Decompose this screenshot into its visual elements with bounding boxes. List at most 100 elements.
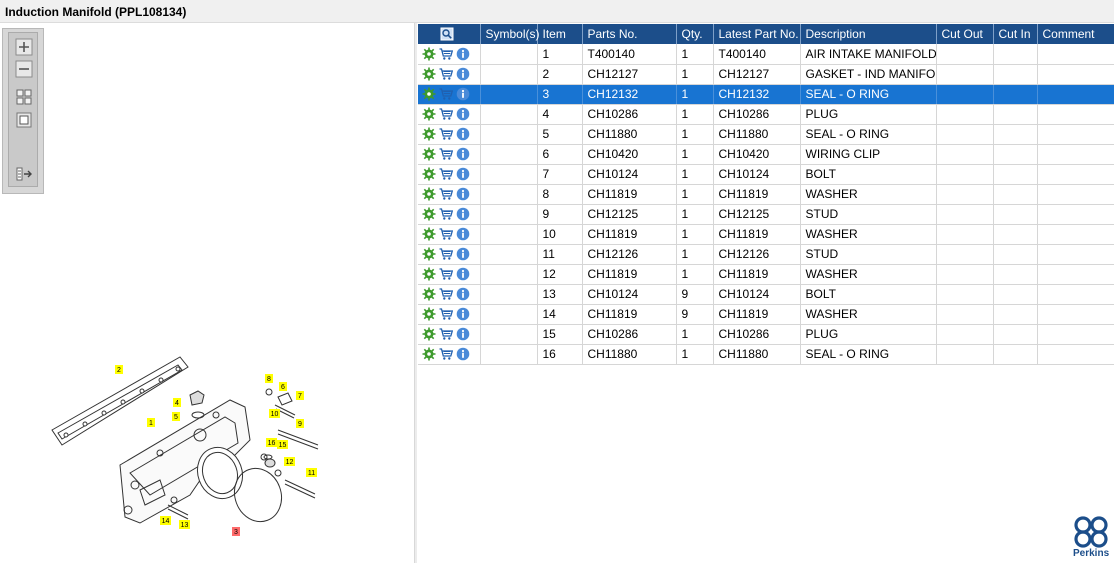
info-icon[interactable] <box>456 87 470 101</box>
cart-icon[interactable] <box>439 147 453 161</box>
table-row[interactable]: 14 CH11819 9 CH11819 WASHER <box>418 304 1114 325</box>
cart-icon[interactable] <box>439 207 453 221</box>
cell-description: AIR INTAKE MANIFOLD <box>800 44 937 65</box>
cart-icon[interactable] <box>439 67 453 81</box>
callout-8: 8 <box>265 374 273 383</box>
row-actions <box>418 224 481 245</box>
gear-icon[interactable] <box>422 147 436 161</box>
search-icon[interactable] <box>440 27 454 41</box>
gear-icon[interactable] <box>422 87 436 101</box>
row-actions <box>418 304 481 325</box>
header-latest-part-no[interactable]: Latest Part No. <box>713 24 801 44</box>
header-parts-no[interactable]: Parts No. <box>582 24 677 44</box>
info-icon[interactable] <box>456 67 470 81</box>
callout-15: 15 <box>277 440 288 449</box>
zoom-in-button[interactable] <box>15 38 33 56</box>
cell-latest-part-no: CH10286 <box>713 104 801 125</box>
gear-icon[interactable] <box>422 127 436 141</box>
info-icon[interactable] <box>456 347 470 361</box>
info-icon[interactable] <box>456 287 470 301</box>
table-row[interactable]: 1 T400140 1 T400140 AIR INTAKE MANIFOLD <box>418 44 1114 65</box>
info-icon[interactable] <box>456 167 470 181</box>
table-row[interactable]: 4 CH10286 1 CH10286 PLUG <box>418 104 1114 125</box>
header-comment[interactable]: Comment <box>1037 24 1114 44</box>
gear-icon[interactable] <box>422 187 436 201</box>
zoom-out-button[interactable] <box>15 60 33 78</box>
cart-icon[interactable] <box>439 187 453 201</box>
info-icon[interactable] <box>456 327 470 341</box>
cell-qty: 1 <box>676 344 714 365</box>
gear-icon[interactable] <box>422 347 436 361</box>
gear-icon[interactable] <box>422 307 436 321</box>
info-icon[interactable] <box>456 107 470 121</box>
table-row[interactable]: 13 CH10124 9 CH10124 BOLT <box>418 284 1114 305</box>
header-symbols[interactable]: Symbol(s) <box>480 24 540 44</box>
header-cut-out[interactable]: Cut Out <box>936 24 994 44</box>
table-row[interactable]: 7 CH10124 1 CH10124 BOLT <box>418 164 1114 185</box>
info-icon[interactable] <box>456 227 470 241</box>
gear-icon[interactable] <box>422 327 436 341</box>
gear-icon[interactable] <box>422 107 436 121</box>
cell-parts-no: CH10286 <box>582 104 677 125</box>
cart-icon[interactable] <box>439 347 453 361</box>
header-cut-in[interactable]: Cut In <box>993 24 1038 44</box>
cart-icon[interactable] <box>439 287 453 301</box>
parts-table-container: Symbol(s) Item Parts No. Qty. Latest Par… <box>418 24 1114 365</box>
cell-description: PLUG <box>800 104 937 125</box>
cell-cut-out <box>936 224 994 245</box>
info-icon[interactable] <box>456 47 470 61</box>
table-row[interactable]: 6 CH10420 1 CH10420 WIRING CLIP <box>418 144 1114 165</box>
cell-latest-part-no: CH11880 <box>713 344 801 365</box>
cell-symbols <box>480 164 538 185</box>
fit-window-button[interactable] <box>15 88 33 106</box>
row-actions <box>418 284 481 305</box>
gear-icon[interactable] <box>422 227 436 241</box>
gear-icon[interactable] <box>422 287 436 301</box>
export-button[interactable] <box>15 165 33 183</box>
header-item[interactable]: Item <box>537 24 583 44</box>
table-row[interactable]: 3 CH12132 1 CH12132 SEAL - O RING <box>418 84 1114 105</box>
info-icon[interactable] <box>456 247 470 261</box>
pane-splitter[interactable] <box>414 23 417 563</box>
cart-icon[interactable] <box>439 267 453 281</box>
info-icon[interactable] <box>456 187 470 201</box>
gear-icon[interactable] <box>422 267 436 281</box>
cart-icon[interactable] <box>439 107 453 121</box>
cart-icon[interactable] <box>439 307 453 321</box>
info-icon[interactable] <box>456 127 470 141</box>
table-row[interactable]: 12 CH11819 1 CH11819 WASHER <box>418 264 1114 285</box>
cell-comment <box>1037 204 1114 225</box>
callout-3: 3 <box>232 527 240 536</box>
table-row[interactable]: 8 CH11819 1 CH11819 WASHER <box>418 184 1114 205</box>
info-icon[interactable] <box>456 307 470 321</box>
cart-icon[interactable] <box>439 227 453 241</box>
cell-cut-out <box>936 84 994 105</box>
info-icon[interactable] <box>456 147 470 161</box>
actual-size-button[interactable] <box>15 111 33 129</box>
table-row[interactable]: 5 CH11880 1 CH11880 SEAL - O RING <box>418 124 1114 145</box>
cart-icon[interactable] <box>439 87 453 101</box>
header-search-column[interactable] <box>418 24 481 44</box>
table-row[interactable]: 9 CH12125 1 CH12125 STUD <box>418 204 1114 225</box>
gear-icon[interactable] <box>422 47 436 61</box>
cell-description: WASHER <box>800 224 937 245</box>
table-row[interactable]: 16 CH11880 1 CH11880 SEAL - O RING <box>418 344 1114 365</box>
gear-icon[interactable] <box>422 207 436 221</box>
cart-icon[interactable] <box>439 247 453 261</box>
gear-icon[interactable] <box>422 67 436 81</box>
cart-icon[interactable] <box>439 167 453 181</box>
info-icon[interactable] <box>456 267 470 281</box>
svg-text:10: 10 <box>271 411 279 418</box>
gear-icon[interactable] <box>422 247 436 261</box>
header-description[interactable]: Description <box>800 24 937 44</box>
gear-icon[interactable] <box>422 167 436 181</box>
cart-icon[interactable] <box>439 127 453 141</box>
info-icon[interactable] <box>456 207 470 221</box>
cart-icon[interactable] <box>439 47 453 61</box>
table-row[interactable]: 15 CH10286 1 CH10286 PLUG <box>418 324 1114 345</box>
header-qty[interactable]: Qty. <box>676 24 714 44</box>
table-row[interactable]: 10 CH11819 1 CH11819 WASHER <box>418 224 1114 245</box>
table-row[interactable]: 11 CH12126 1 CH12126 STUD <box>418 244 1114 265</box>
cart-icon[interactable] <box>439 327 453 341</box>
